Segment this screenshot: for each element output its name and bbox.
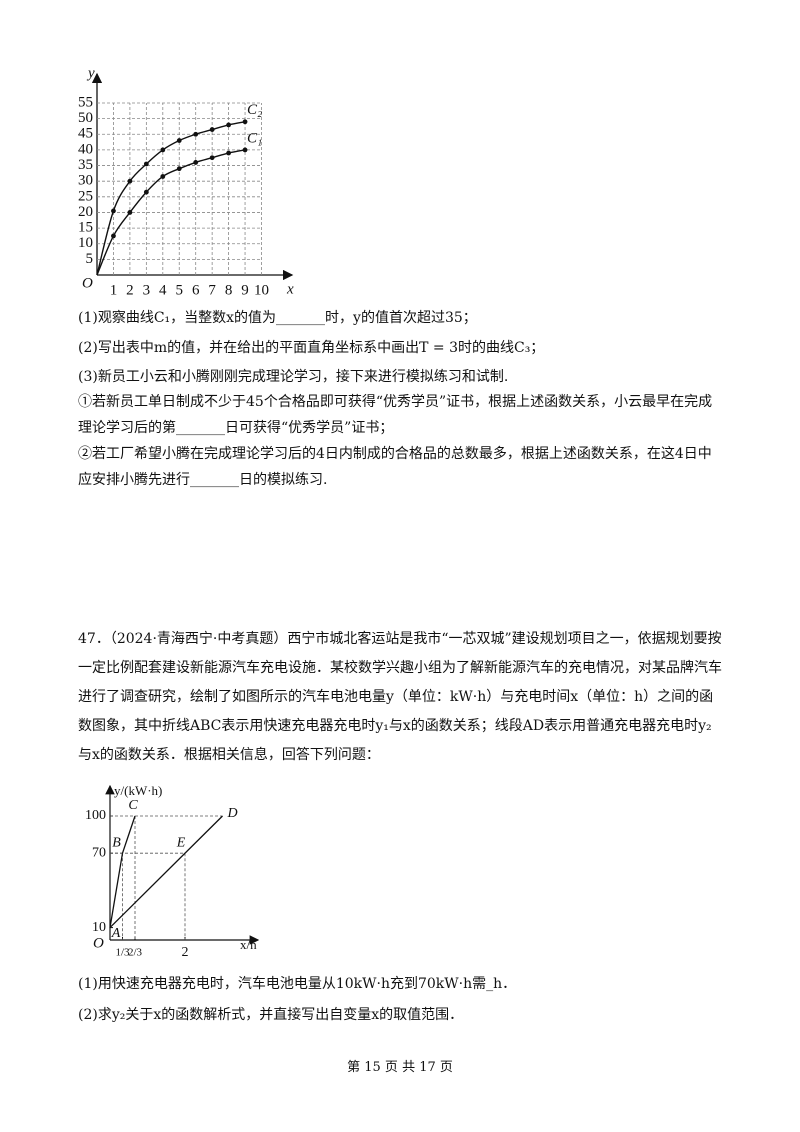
y-axis-label: y/(kW·h) bbox=[114, 783, 162, 798]
page-footer: 第 15 页 共 17 页 bbox=[347, 1060, 453, 1075]
x-tick-label: 2/3 bbox=[128, 947, 143, 959]
y-tick-label: 10 bbox=[92, 920, 106, 935]
curve-point bbox=[193, 131, 199, 137]
curve-point bbox=[127, 210, 133, 215]
x-axis-label: x bbox=[286, 281, 294, 297]
x-tick-label: 5 bbox=[176, 282, 184, 298]
x-axis-label: x/h bbox=[240, 937, 257, 952]
curve-point bbox=[160, 174, 166, 179]
curve bbox=[96, 121, 246, 276]
curve-point bbox=[226, 122, 232, 128]
point-label: B bbox=[112, 835, 121, 850]
y-tick-label: 50 bbox=[78, 110, 93, 126]
y-tick-label: 45 bbox=[78, 126, 93, 142]
curve-point bbox=[160, 147, 166, 153]
x-tick-label: 3 bbox=[143, 282, 151, 298]
question-part: (1)观察曲线C₁，当整数x的值为_______时，y的值首次超过35； bbox=[78, 310, 477, 326]
curve-label: C₁ bbox=[247, 130, 262, 146]
y-tick-label: 30 bbox=[78, 173, 93, 189]
question-part: ①若新员工单日制成不少于45个合格品即可获得“优秀学员”证书，根据上述函数关系，… bbox=[78, 394, 713, 436]
curve-label: C₂ bbox=[247, 102, 262, 118]
question-part: (2)求y₂关于x的函数解析式，并直接写出自变量x的取值范围． bbox=[78, 1007, 464, 1023]
curve-point bbox=[242, 147, 248, 153]
graph-segment bbox=[109, 853, 124, 928]
x-tick-label: 8 bbox=[225, 282, 233, 298]
question-part: ②若工厂希望小腾在完成理论学习后的4日内制成的合格品的总数最多，根据上述函数关系… bbox=[78, 446, 712, 488]
y-tick-label: 15 bbox=[78, 220, 93, 236]
point-label: C bbox=[128, 798, 138, 813]
x-tick-label: 7 bbox=[208, 282, 216, 298]
x-tick-label: 4 bbox=[159, 282, 167, 298]
curve-point bbox=[176, 138, 182, 143]
origin-label: O bbox=[93, 935, 104, 951]
curve-point bbox=[143, 189, 149, 195]
y-tick-label: 20 bbox=[78, 204, 93, 220]
curve-point bbox=[226, 150, 232, 156]
x-tick-label: 1 bbox=[110, 282, 118, 298]
origin-label: O bbox=[82, 275, 93, 291]
question-text: 47．（2024·青海西宁·中考真题）西宁市城北客运站是我市“一芯双城”建设规划… bbox=[78, 631, 722, 763]
point-label: E bbox=[176, 835, 186, 850]
curve-point bbox=[176, 166, 182, 172]
curve-point bbox=[209, 155, 215, 161]
curve-point bbox=[127, 178, 133, 184]
curve-point bbox=[111, 233, 116, 239]
curve-point bbox=[242, 119, 248, 125]
point-label: A bbox=[111, 926, 121, 941]
x-tick-label: 2 bbox=[182, 945, 189, 960]
y-tick-label: 70 bbox=[92, 845, 106, 860]
point-label: D bbox=[226, 806, 237, 821]
y-tick-label: 10 bbox=[78, 235, 93, 251]
y-tick-label: 25 bbox=[78, 188, 93, 204]
y-tick-label: 5 bbox=[86, 251, 94, 267]
y-tick-label: 35 bbox=[78, 157, 93, 173]
curve-point bbox=[209, 127, 215, 132]
y-tick-label: 55 bbox=[78, 94, 93, 110]
graph-segment bbox=[121, 815, 136, 854]
x-tick-label: 1/3 bbox=[115, 947, 130, 959]
curve-point bbox=[193, 160, 199, 165]
curve-point bbox=[111, 208, 116, 214]
x-tick-label: 2 bbox=[126, 282, 134, 298]
curve-point bbox=[143, 161, 149, 167]
y-axis-label: y bbox=[86, 65, 95, 81]
x-tick-label: 10 bbox=[254, 282, 269, 298]
graph-segment bbox=[109, 815, 223, 929]
question-part: (3)新员工小云和小腾刚刚完成理论学习，接下来进行模拟练习和试制. bbox=[78, 369, 509, 385]
x-tick-label: 6 bbox=[192, 282, 200, 298]
x-tick-label: 9 bbox=[241, 282, 249, 298]
question-part: (1)用快速充电器充电时，汽车电池电量从10kW·h充到70kW·h需_h． bbox=[78, 976, 517, 992]
y-tick-label: 100 bbox=[85, 808, 106, 823]
y-tick-label: 40 bbox=[78, 141, 93, 157]
question-part: (2)写出表中m的值，并在给出的平面直角坐标系中画出T = 3时的曲线C₃； bbox=[78, 340, 545, 356]
curve bbox=[96, 149, 246, 276]
